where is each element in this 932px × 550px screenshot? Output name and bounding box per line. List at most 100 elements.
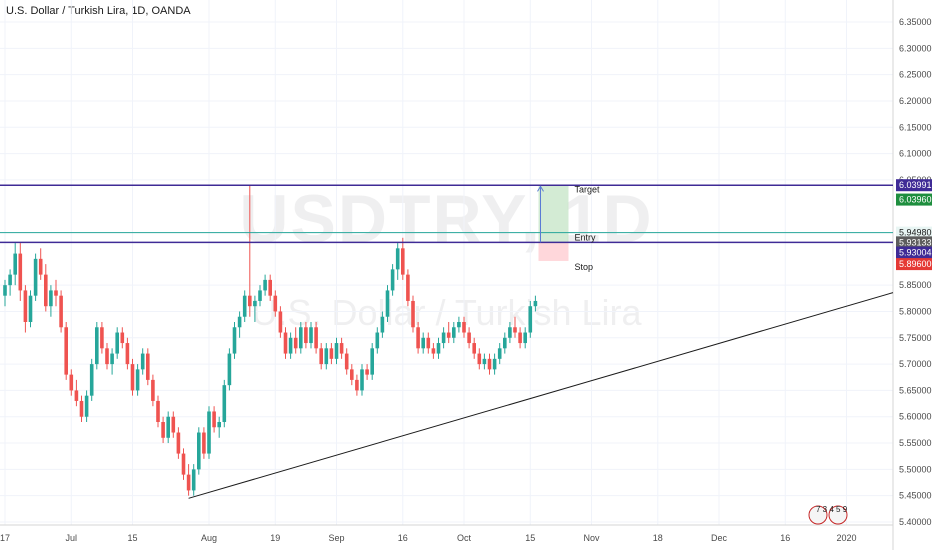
candle-body bbox=[125, 343, 130, 365]
candle-body bbox=[227, 353, 232, 386]
candle-body bbox=[38, 258, 43, 275]
candle-body bbox=[268, 279, 272, 296]
x-tick-label: Sep bbox=[328, 533, 344, 543]
x-tick-label: 17 bbox=[0, 533, 10, 543]
flag-icon bbox=[808, 505, 828, 525]
stop-label: Stop bbox=[575, 262, 594, 272]
candle-body bbox=[115, 332, 119, 354]
candle-body bbox=[181, 453, 186, 475]
target-arrow-head bbox=[537, 185, 544, 192]
x-tick-label: 2020 bbox=[836, 533, 856, 543]
y-tick-label: 6.20000 bbox=[899, 96, 932, 106]
y-tick-label: 5.80000 bbox=[899, 306, 932, 316]
candle-body bbox=[513, 327, 517, 333]
candle-body bbox=[421, 337, 425, 349]
candle-body bbox=[462, 322, 466, 333]
candle-body bbox=[89, 364, 94, 396]
candle-body bbox=[467, 332, 471, 344]
candle-body bbox=[477, 353, 482, 365]
candle-body bbox=[44, 274, 48, 307]
candle-body bbox=[283, 332, 288, 354]
candle-body bbox=[140, 353, 145, 370]
y-tick-label: 5.75000 bbox=[899, 333, 932, 343]
candle-body bbox=[84, 395, 89, 417]
x-tick-label: 16 bbox=[398, 533, 408, 543]
candle-body bbox=[64, 327, 68, 375]
candle-body bbox=[161, 422, 165, 438]
flag-icon bbox=[828, 505, 848, 525]
candle-body bbox=[3, 285, 7, 296]
price-tag-stop: 5.89600 bbox=[899, 259, 932, 269]
candle-body bbox=[299, 327, 303, 349]
x-tick-label: 15 bbox=[127, 533, 137, 543]
candle-body bbox=[166, 416, 170, 438]
x-tick-label: 15 bbox=[525, 533, 535, 543]
candle-body bbox=[248, 295, 252, 307]
price-tag-target: 6.03960 bbox=[899, 195, 932, 205]
y-tick-label: 5.50000 bbox=[899, 464, 932, 474]
candle-body bbox=[370, 348, 374, 375]
candle-body bbox=[8, 274, 12, 286]
candle-body bbox=[207, 411, 211, 454]
candle-body bbox=[69, 374, 74, 391]
candle-body bbox=[533, 300, 538, 307]
price-tag-stop-bg bbox=[896, 258, 932, 271]
candle-body bbox=[197, 432, 201, 470]
candle-body bbox=[28, 295, 33, 322]
candle-body bbox=[385, 290, 390, 317]
candle-body bbox=[497, 348, 502, 359]
candle-body bbox=[528, 306, 533, 333]
candle-body bbox=[273, 295, 278, 312]
candle-body bbox=[237, 316, 242, 328]
candle-body bbox=[375, 332, 380, 349]
candle-body bbox=[278, 311, 283, 333]
candle-body bbox=[54, 290, 58, 296]
y-tick-label: 6.25000 bbox=[899, 70, 932, 80]
candle-body bbox=[411, 300, 415, 328]
candle-body bbox=[365, 369, 369, 375]
candle-body bbox=[452, 327, 456, 338]
loss-zone bbox=[538, 242, 569, 261]
candle-body bbox=[263, 279, 267, 291]
candle-body bbox=[110, 353, 114, 365]
candle-body bbox=[23, 290, 28, 322]
candle-body bbox=[344, 353, 349, 370]
candle-body bbox=[380, 316, 385, 333]
candle-body bbox=[120, 332, 125, 344]
y-tick-label: 5.55000 bbox=[899, 438, 932, 448]
candle-body bbox=[329, 348, 334, 359]
candle-body bbox=[232, 327, 237, 354]
x-tick-label: 18 bbox=[653, 533, 663, 543]
entry-label: Entry bbox=[575, 232, 597, 242]
candle-body bbox=[191, 469, 196, 491]
candle-body bbox=[130, 364, 135, 391]
candle-body bbox=[146, 353, 150, 380]
candle-body bbox=[217, 422, 221, 428]
candle-body bbox=[487, 358, 492, 370]
x-tick-label: Dec bbox=[711, 533, 728, 543]
candle-body bbox=[304, 327, 308, 344]
candle-body bbox=[324, 348, 329, 365]
candle-body bbox=[135, 369, 140, 391]
candle-body bbox=[288, 337, 293, 354]
x-tick-label: Aug bbox=[201, 533, 217, 543]
y-tick-label: 6.15000 bbox=[899, 122, 932, 132]
candle-body bbox=[156, 400, 160, 422]
candle-body bbox=[105, 348, 109, 365]
y-tick-label: 5.45000 bbox=[899, 491, 932, 501]
candle-body bbox=[202, 432, 206, 454]
price-tag-current-bg bbox=[896, 226, 932, 239]
candle-body bbox=[426, 337, 431, 349]
trendline bbox=[188, 292, 894, 499]
x-tick-label: Nov bbox=[583, 533, 600, 543]
y-tick-label: 5.60000 bbox=[899, 412, 932, 422]
price-tag-current: 5.94980 bbox=[899, 228, 932, 238]
y-tick-label: 6.35000 bbox=[899, 17, 932, 27]
candle-body bbox=[13, 253, 17, 275]
candle-body bbox=[314, 327, 318, 349]
y-tick-label: 6.10000 bbox=[899, 149, 932, 159]
price-tag-entry-level: 5.93133 bbox=[899, 237, 932, 247]
y-tick-label: 5.70000 bbox=[899, 359, 932, 369]
